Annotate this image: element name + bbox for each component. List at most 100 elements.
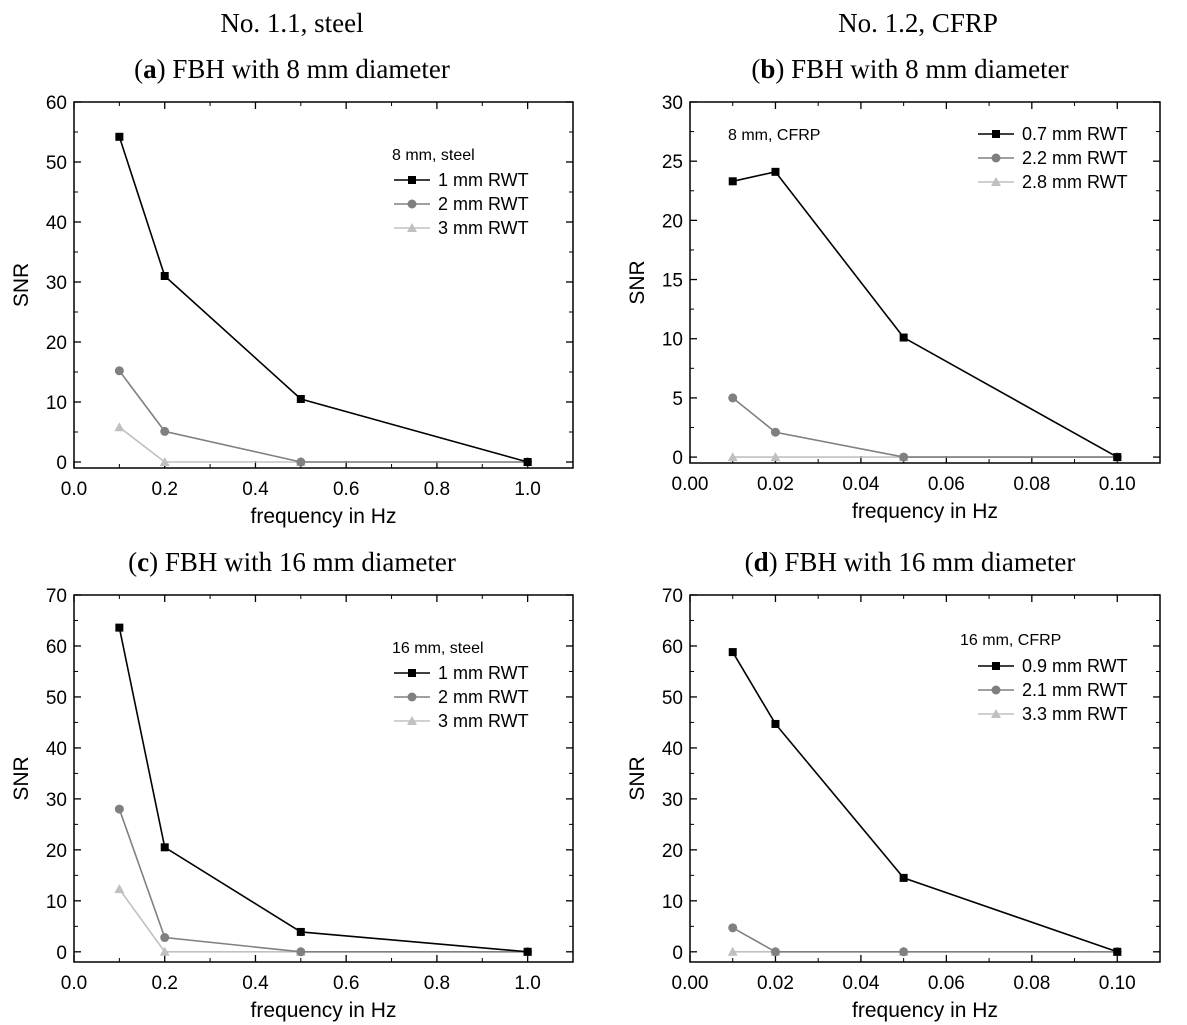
- series-3: [114, 422, 533, 466]
- x-tick-label: 0.2: [152, 479, 178, 500]
- data-point: [160, 933, 170, 943]
- y-tick-label: 20: [46, 841, 67, 862]
- y-tick-label: 40: [46, 213, 67, 234]
- x-tick-label: 0.6: [333, 973, 359, 994]
- title-paren-close: ): [157, 54, 173, 84]
- legend-entry-3: 3 mm RWT: [394, 218, 529, 238]
- legend-title: 8 mm, steel: [392, 147, 475, 164]
- legend-entry-1: 1 mm RWT: [394, 170, 529, 190]
- data-point: [727, 452, 738, 462]
- data-point: [115, 132, 124, 141]
- data-point: [296, 395, 305, 403]
- y-tick-label: 30: [662, 93, 683, 114]
- title-paren-close: ): [769, 547, 785, 577]
- column-header-right: No. 1.2, CFRP: [838, 8, 998, 38]
- x-axis-label: frequency in Hz: [852, 999, 998, 1022]
- x-tick-label: 0.02: [757, 973, 794, 994]
- x-tick-label: 0.0: [61, 479, 87, 500]
- legend-label: 3 mm RWT: [438, 218, 529, 238]
- data-point: [114, 804, 124, 814]
- title-paren-open: (: [128, 547, 137, 577]
- y-tick-label: 5: [672, 389, 683, 410]
- y-tick-label: 60: [46, 93, 67, 114]
- y-tick-label: 20: [46, 333, 67, 354]
- legend-label: 1 mm RWT: [438, 170, 529, 190]
- data-point: [771, 719, 780, 728]
- data-point: [899, 873, 908, 882]
- y-tick-label: 0: [672, 943, 683, 964]
- y-tick-label: 10: [46, 892, 67, 913]
- x-tick-label: 0.4: [242, 973, 269, 994]
- legend: 16 mm, CFRP 0.9 mm RWT 2.1 mm RWT 3.3 mm RW…: [960, 632, 1128, 724]
- legend-entry-3: 3.3 mm RWT: [978, 704, 1128, 724]
- legend-marker: [408, 176, 416, 184]
- x-tick-label: 0.08: [1013, 474, 1050, 495]
- y-axis-label: SNR: [10, 756, 33, 800]
- data-point: [160, 843, 169, 852]
- x-tick-label: 0.4: [242, 479, 269, 500]
- title-paren-open: (: [745, 547, 754, 577]
- series-line: [118, 888, 528, 953]
- y-tick-label: 15: [662, 271, 683, 292]
- data-point: [770, 452, 781, 462]
- title-text: FBH with 8 mm diameter: [172, 54, 449, 84]
- y-tick-label: 0: [56, 453, 67, 474]
- data-point: [159, 946, 170, 956]
- y-axis-label: SNR: [10, 263, 33, 307]
- x-tick-label: 0.8: [424, 479, 450, 500]
- data-point: [296, 457, 306, 467]
- y-tick-label: 40: [662, 739, 683, 760]
- y-tick-label: 50: [46, 153, 67, 174]
- series-2: [728, 923, 1122, 957]
- data-point: [1113, 947, 1122, 956]
- plot-frame: [73, 594, 574, 963]
- data-point: [114, 366, 124, 376]
- legend: 8 mm, CFRP 0.7 mm RWT 2.2 mm RWT 2.8 mm RWT: [728, 124, 1128, 192]
- panel-letter: c: [137, 547, 149, 577]
- legend-label: 2.8 mm RWT: [1022, 172, 1128, 192]
- legend-entry-1: 0.7 mm RWT: [978, 124, 1128, 144]
- y-tick-label: 10: [46, 393, 67, 414]
- series-line: [732, 397, 1118, 458]
- x-tick-label: 0.06: [928, 474, 965, 495]
- data-point: [728, 393, 738, 403]
- legend-marker: [991, 153, 1001, 163]
- legend-title: 16 mm, steel: [392, 640, 484, 657]
- series-line: [732, 651, 1118, 953]
- chart-panel-d: (d) FBH with 16 mm diameter 0.00 0.02 0.04 0…: [626, 547, 1161, 1022]
- y-tick-label: 30: [662, 790, 683, 811]
- panel-letter: d: [754, 547, 769, 577]
- y-tick-label: 50: [46, 688, 67, 709]
- y-tick-label: 20: [662, 841, 683, 862]
- title-paren-open: (: [134, 54, 143, 84]
- title-text: FBH with 8 mm diameter: [791, 54, 1068, 84]
- plot-frame: [689, 594, 1161, 963]
- legend-entry-2: 2 mm RWT: [394, 687, 529, 707]
- chart-panel-b: (b) FBH with 8 mm diameter 0.00 0.02 0.04 0.…: [626, 54, 1161, 523]
- data-point: [727, 946, 738, 956]
- data-point: [114, 884, 125, 894]
- legend-title: 16 mm, CFRP: [960, 632, 1061, 649]
- series-1: [115, 623, 532, 956]
- data-point: [159, 457, 170, 466]
- title-paren-close: ): [775, 54, 791, 84]
- legend-marker: [992, 130, 1000, 138]
- data-point: [728, 648, 737, 657]
- y-tick-label: 30: [46, 790, 67, 811]
- legend-entry-3: 3 mm RWT: [394, 711, 529, 731]
- plot-frame: [73, 101, 574, 469]
- legend-label: 1 mm RWT: [438, 663, 529, 683]
- legend-marker: [991, 177, 1001, 186]
- series-2: [728, 393, 1122, 462]
- y-tick-label: 30: [46, 273, 67, 294]
- legend: 16 mm, steel 1 mm RWT 2 mm RWT 3 mm RWT: [392, 640, 529, 731]
- series-2: [114, 366, 533, 467]
- data-point: [114, 422, 125, 432]
- legend-marker: [407, 223, 417, 232]
- series-3: [114, 884, 533, 956]
- x-tick-label: 0.00: [672, 973, 709, 994]
- chart-panel-c: (c) FBH with 16 mm diameter 0.0 0.2 0.4 0.6 0…: [10, 547, 574, 1022]
- x-tick-label: 1.0: [514, 479, 540, 500]
